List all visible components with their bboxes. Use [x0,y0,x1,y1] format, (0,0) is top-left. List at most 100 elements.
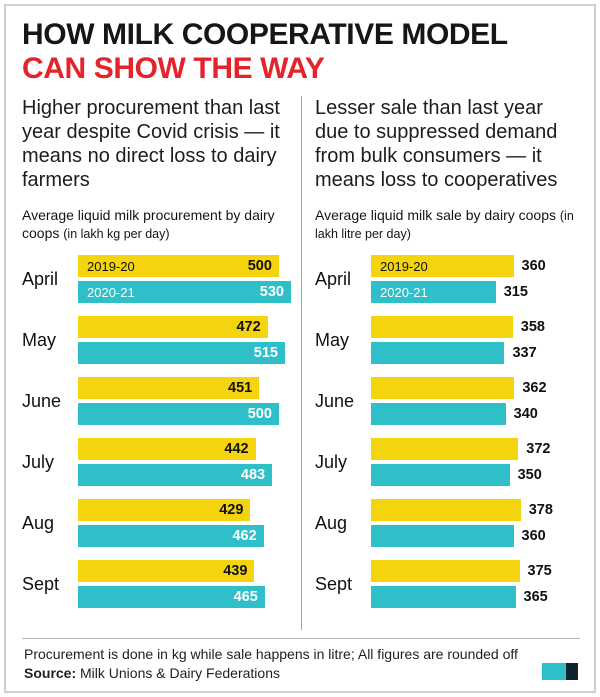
month-label: Aug [315,512,348,533]
bar-line: 365 [371,586,580,609]
bar-line: 451 [78,377,291,400]
bar-line: 337 [371,342,580,365]
bar-value: 530 [259,284,284,301]
bar-2020-21-aug [371,525,514,548]
bar-group: 362 340 [371,377,580,426]
source-label: Source: [24,665,77,681]
bar-group: 451 500 [78,377,291,426]
bar-group: 2019-20 360 2020-21 315 [371,255,580,304]
bar-line: 378 [371,499,580,522]
sale-chart-unit: (in lakh litre per day) [315,208,574,242]
month-label: June [315,390,355,411]
bar-line: 462 [78,525,291,548]
month-row-sept: Sept 439 465 [22,560,291,609]
sale-bar-chart: April 2019-20 360 2020-21 315 May 358 337 June 36… [315,246,580,609]
procurement-chart-unit: (in lakh kg per day) [63,226,170,241]
month-row-july: July 372 350 [315,438,580,487]
publisher-logo-mark [542,663,578,680]
bar-2019-20-july: 442 [78,438,256,461]
title-line1: HOW MILK COOPERATIVE MODEL [22,18,508,51]
bar-value: 340 [513,406,538,423]
bar-group: 372 350 [371,438,580,487]
bar-value: 442 [224,441,249,458]
month-row-aug: Aug 429 462 [22,499,291,548]
bar-value: 337 [512,345,537,362]
bar-line: 500 [78,403,291,426]
bar-line: 358 [371,316,580,339]
bar-group: 439 465 [78,560,291,609]
bar-value: 500 [247,406,272,423]
bar-2019-20-may: 472 [78,316,268,339]
sale-intro: Lesser sale than last year due to suppre… [315,96,558,191]
month-label: April [315,268,352,289]
bar-value: 439 [223,563,248,580]
bar-value: 360 [521,528,546,545]
bar-group: 358 337 [371,316,580,365]
legend-2020-21: 2020-21 [87,284,135,300]
month-label: April [22,268,59,289]
month-label: Aug [22,512,55,533]
bar-value: 350 [517,467,542,484]
footer: Procurement is done in kg while sale hap… [22,638,580,685]
bar-value: 315 [503,284,528,301]
source-line: Source: Milk Unions & Dairy Federations [24,665,578,681]
sale-chart-title-text: Average liquid milk sale by dairy coops [315,206,556,223]
bar-group: 472 515 [78,316,291,365]
bar-line: 362 [371,377,580,400]
bar-line: 360 [371,525,580,548]
month-row-april: April 2019-20 360 2020-21 315 [315,255,580,304]
month-label: July [22,451,55,472]
bar-2019-20-june [371,377,515,400]
bar-2019-20-sept [371,560,520,583]
bar-group: 2019-20 500 2020-21 530 [78,255,291,304]
month-row-june: June 451 500 [22,377,291,426]
month-row-july: July 442 483 [22,438,291,487]
procurement-intro: Higher procurement than last year despit… [22,96,280,191]
bar-2020-21-sept [371,586,516,609]
bar-value: 429 [219,502,244,519]
bar-value: 465 [233,589,258,606]
bar-2019-20-may [371,316,513,339]
bar-value: 483 [240,467,266,484]
title-line2: CAN SHOW THE WAY [22,51,325,85]
bar-2020-21-july: 483 [78,464,273,487]
source-text: Milk Unions & Dairy Federations [80,665,280,681]
title-block: HOW MILK COOPERATIVE MODEL CAN SHOW THE … [22,18,580,86]
legend-2019-20: 2019-20 [87,258,135,274]
bar-2019-20-sept: 439 [78,560,255,583]
bar-value: 360 [521,258,546,275]
bar-2019-20-june: 451 [78,377,260,400]
procurement-chart-title: Average liquid milk procurement by dairy… [22,206,291,242]
bar-line: 465 [78,586,291,609]
month-row-june: June 362 340 [315,377,580,426]
month-row-may: May 472 515 [22,316,291,365]
bar-2020-21-may: 515 [78,342,285,365]
bar-group: 375 365 [371,560,580,609]
infographic-frame: HOW MILK COOPERATIVE MODEL CAN SHOW THE … [4,4,596,693]
bar-line: 372 [371,438,580,461]
bar-value: 362 [522,380,547,397]
legend-2019-20: 2019-20 [380,258,428,274]
bar-value: 462 [232,528,257,545]
bar-2020-21-april: 2020-21 [371,281,496,304]
bar-2020-21-aug: 462 [78,525,264,548]
two-column-layout: Higher procurement than last year despit… [22,95,580,630]
legend-2020-21: 2020-21 [380,284,428,300]
bar-2019-20-april: 2019-20 [371,255,514,278]
bar-group: 378 360 [371,499,580,548]
bar-value: 372 [526,441,551,458]
month-row-may: May 358 337 [315,316,580,365]
bar-2020-21-sept: 465 [78,586,265,609]
bar-line: 2020-21 530 [78,281,291,304]
bar-line: 2019-20 500 [78,255,291,278]
bar-2019-20-july [371,438,519,461]
month-label: May [22,329,57,350]
bar-2019-20-april: 2019-20 500 [78,255,279,278]
month-label: July [315,451,348,472]
month-row-april: April 2019-20 500 2020-21 530 [22,255,291,304]
bar-2019-20-aug [371,499,521,522]
bar-value: 375 [527,563,552,580]
bar-line: 375 [371,560,580,583]
bar-value: 365 [523,589,548,606]
